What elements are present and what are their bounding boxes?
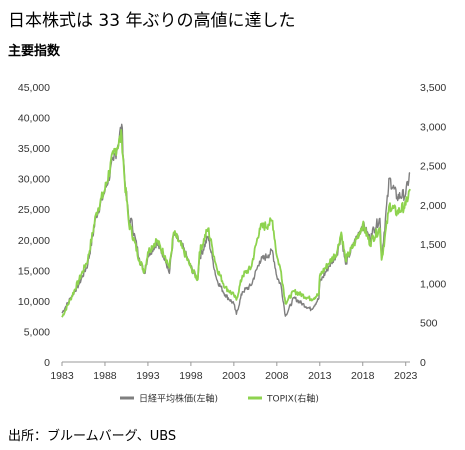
left-axis-tick-label: 20,000	[18, 235, 50, 247]
x-axis-tick-label: 1993	[136, 370, 160, 382]
right-axis-tick-label: 1,000	[420, 278, 446, 290]
left-axis-tick-label: 5,000	[24, 326, 50, 338]
right-axis-tick-label: 2,000	[420, 200, 446, 212]
x-axis-tick-label: 1983	[50, 370, 74, 382]
x-axis-tick-label: 1998	[179, 370, 203, 382]
source-note: 出所：ブルームバーグ、UBS	[8, 429, 177, 444]
x-axis-tick-label: 2023	[394, 370, 418, 382]
left-axis-tick-label: 40,000	[18, 113, 50, 125]
series-line-topix	[61, 129, 411, 318]
right-axis-tick-label: 1,500	[420, 239, 446, 251]
x-axis-tick-label: 2018	[351, 370, 375, 382]
legend-item-nikkei: 日経平均株価(左軸)	[139, 393, 218, 405]
right-axis-tick-label: 3,500	[420, 82, 446, 94]
left-axis-tick-label: 15,000	[18, 265, 50, 277]
right-axis-tick-label: 500	[420, 318, 438, 330]
x-axis-tick-label: 2008	[265, 370, 289, 382]
left-axis-tick-label: 25,000	[18, 204, 50, 216]
chart-subtitle: 主要指数	[8, 44, 61, 59]
left-axis-tick-label: 30,000	[18, 174, 50, 186]
chart-title: 日本株式は 33 年ぶりの高値に達した	[8, 11, 296, 31]
x-axis-tick-label: 2013	[308, 370, 332, 382]
right-axis-tick-label: 3,000	[420, 121, 446, 133]
left-axis-tick-label: 45,000	[18, 82, 50, 94]
left-axis-tick-label: 10,000	[18, 296, 50, 308]
left-axis-tick-label: 35,000	[18, 143, 50, 155]
legend-item-topix: TOPIX(右軸)	[266, 393, 319, 405]
x-axis-tick-label: 1988	[93, 370, 117, 382]
x-axis-tick-label: 2003	[222, 370, 246, 382]
right-axis-tick-label: 0	[420, 357, 426, 369]
left-axis-tick-label: 0	[44, 357, 50, 369]
right-axis-tick-label: 2,500	[420, 161, 446, 173]
